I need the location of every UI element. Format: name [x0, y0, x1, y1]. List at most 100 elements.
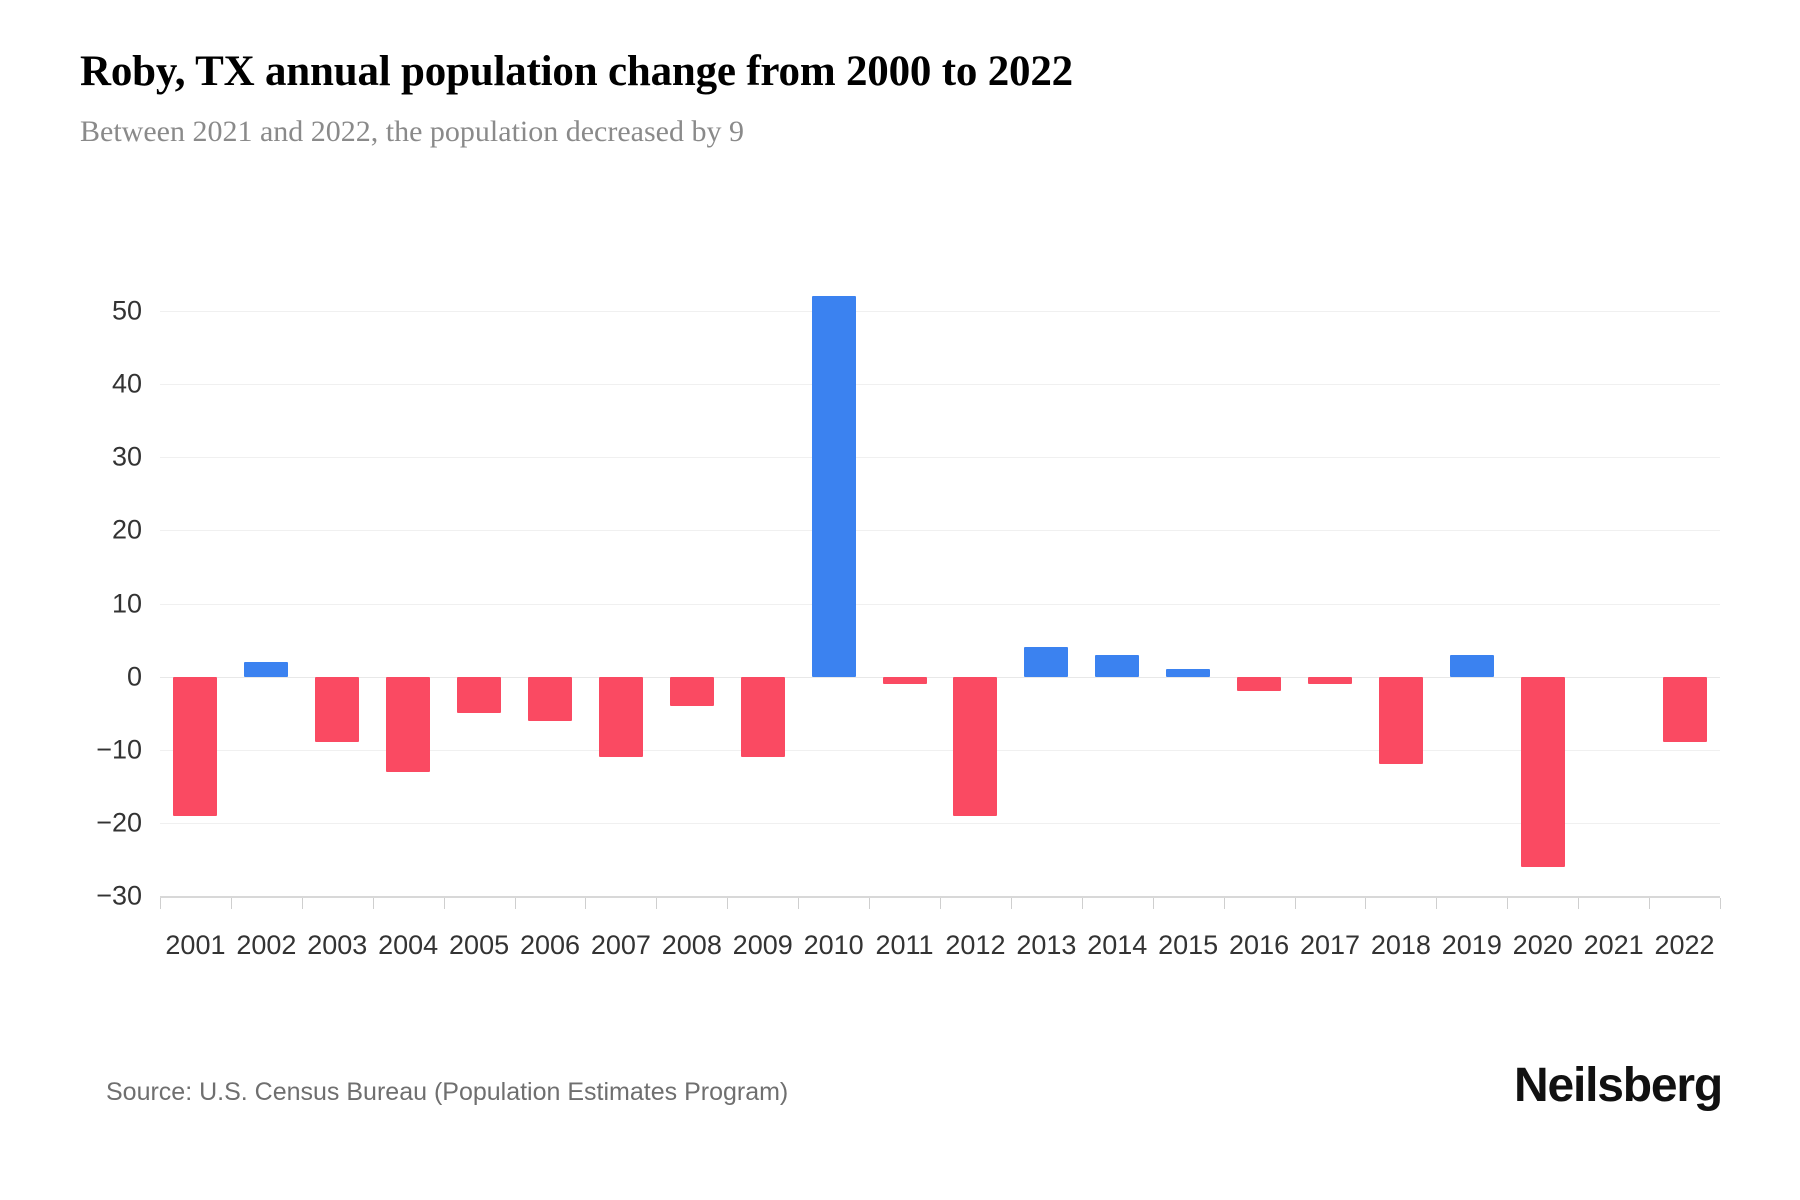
bar-2001[interactable] — [173, 676, 218, 816]
y-axis-tick-label: 0 — [126, 661, 142, 692]
bar-slot — [231, 0, 302, 1200]
x-axis-tick — [1365, 898, 1367, 909]
x-axis-tick-label-2005: 2005 — [449, 930, 510, 960]
gridlines-group: 50 40 30 20 10 0 −10 −20 −30 — [96, 296, 1720, 911]
bars-group: 2001 2002 2003 2004 2005 2006 2007 2008 2009 2010… — [160, 0, 1721, 1200]
chart-subtitle: Between 2021 and 2022, the population de… — [80, 115, 744, 149]
x-axis-tick — [301, 898, 303, 909]
bar-2004[interactable] — [386, 676, 431, 772]
bar-2007[interactable] — [598, 676, 643, 758]
bar-slot — [1649, 0, 1720, 1200]
x-axis-tick — [1720, 898, 1721, 909]
bar-slot — [160, 0, 231, 1200]
bar-2012[interactable] — [953, 676, 998, 816]
x-axis-tick — [1507, 898, 1509, 909]
bar-slot — [373, 0, 444, 1200]
x-axis-tick — [940, 898, 941, 909]
source-note: Source: U.S. Census Bureau (Population E… — [106, 1078, 789, 1106]
bar-2016[interactable] — [1237, 676, 1282, 692]
bar-2008[interactable] — [669, 676, 714, 706]
bar-2009[interactable] — [740, 676, 785, 758]
y-axis-tick-label: −30 — [96, 880, 142, 911]
y-axis-tick-label: 30 — [111, 441, 142, 472]
x-axis-tick-label-2006: 2006 — [519, 930, 581, 960]
x-axis-tick — [585, 898, 587, 909]
bar-slot — [302, 0, 373, 1200]
x-axis-tick — [1081, 898, 1083, 909]
gridline--30 — [160, 896, 1720, 898]
bar-slot — [1578, 0, 1649, 1200]
x-axis-tick-label-2004: 2004 — [378, 930, 439, 960]
bar-2018[interactable] — [1378, 676, 1423, 765]
x-axis-tick — [1223, 898, 1225, 909]
bar-2006[interactable] — [528, 676, 572, 721]
bar-slot — [515, 0, 586, 1200]
x-axis-tick-label-2022: 2022 — [1654, 930, 1715, 960]
y-axis-tick-label: −20 — [96, 807, 142, 838]
y-axis-tick-label: 50 — [111, 295, 142, 326]
bar-2017[interactable] — [1308, 676, 1352, 684]
x-axis-tick-label-2013: 2013 — [1016, 930, 1077, 960]
x-axis-tick-label-2015: 2015 — [1158, 930, 1219, 960]
x-axis-tick — [869, 898, 871, 909]
x-axis-tick — [1152, 898, 1154, 909]
bar-2002[interactable] — [244, 662, 289, 677]
bar-2020[interactable] — [1520, 676, 1565, 867]
bar-slot — [1153, 0, 1224, 1200]
bar-2003[interactable] — [315, 676, 360, 743]
bar-slot — [1295, 0, 1366, 1200]
bar-2011[interactable] — [882, 676, 927, 684]
x-axis-tick — [656, 898, 658, 909]
page-title: Roby, TX annual population change from 2… — [80, 48, 1073, 95]
y-axis-tick-label: 20 — [111, 514, 142, 545]
gridline-30 — [160, 457, 1720, 459]
x-axis-tick — [1649, 898, 1651, 909]
bar-slot — [656, 0, 727, 1200]
x-axis-tick — [1010, 898, 1012, 909]
x-axis-tick-label-2011: 2011 — [875, 930, 934, 960]
x-axis-tick — [1294, 898, 1296, 909]
bar-slot — [1365, 0, 1436, 1200]
x-axis-tick-label-2019: 2019 — [1441, 930, 1502, 960]
bar-2015[interactable] — [1166, 669, 1211, 677]
bar-slot — [1011, 0, 1082, 1200]
bar-2022[interactable] — [1662, 676, 1707, 743]
x-axis-tick — [372, 898, 374, 909]
x-axis-tick — [443, 898, 445, 909]
bar-slot — [585, 0, 656, 1200]
x-axis-tick-label-2017: 2017 — [1299, 930, 1361, 960]
y-axis-tick-label: −10 — [96, 734, 142, 765]
bar-slot — [940, 0, 1011, 1200]
x-axis-tick-label-2008: 2008 — [661, 930, 722, 960]
x-axis-tick-label-2016: 2016 — [1229, 930, 1290, 960]
bar-slot — [1436, 0, 1507, 1200]
bar-2013[interactable] — [1024, 647, 1069, 677]
bar-2014[interactable] — [1095, 654, 1140, 677]
gridline--10 — [160, 749, 1720, 751]
y-axis-tick-label: 10 — [111, 588, 142, 618]
bar-slot — [727, 0, 798, 1200]
gridline-40 — [160, 384, 1720, 386]
x-axis-tick-label-2021: 2021 — [1583, 930, 1644, 960]
bar-2005[interactable] — [457, 676, 502, 714]
x-axis-tick-label-2009: 2009 — [732, 930, 793, 960]
x-axis-tick — [1578, 898, 1580, 909]
bar-slot — [1082, 0, 1153, 1200]
bar-slot — [1507, 0, 1578, 1200]
x-axis-tick-label-2018: 2018 — [1370, 930, 1431, 960]
x-axis-tick-label-2020: 2020 — [1512, 930, 1573, 960]
bar-slot — [444, 0, 515, 1200]
y-axis-tick-label: 40 — [111, 368, 142, 399]
chart-header: Roby, TX annual population change from 2… — [80, 48, 1720, 149]
x-axis-tick-label-2001: 2001 — [165, 930, 226, 960]
gridline-20 — [160, 530, 1720, 532]
bar-2010[interactable] — [811, 296, 856, 677]
gridline-10 — [160, 603, 1720, 605]
bar-2019[interactable] — [1449, 654, 1494, 677]
x-axis-tick — [230, 898, 232, 909]
x-axis-tick — [727, 898, 729, 909]
x-axis-tick-label-2010: 2010 — [803, 930, 864, 960]
brand-logo: Neilsberg — [1514, 1059, 1723, 1112]
x-axis-tick-label-2002: 2002 — [236, 930, 297, 960]
